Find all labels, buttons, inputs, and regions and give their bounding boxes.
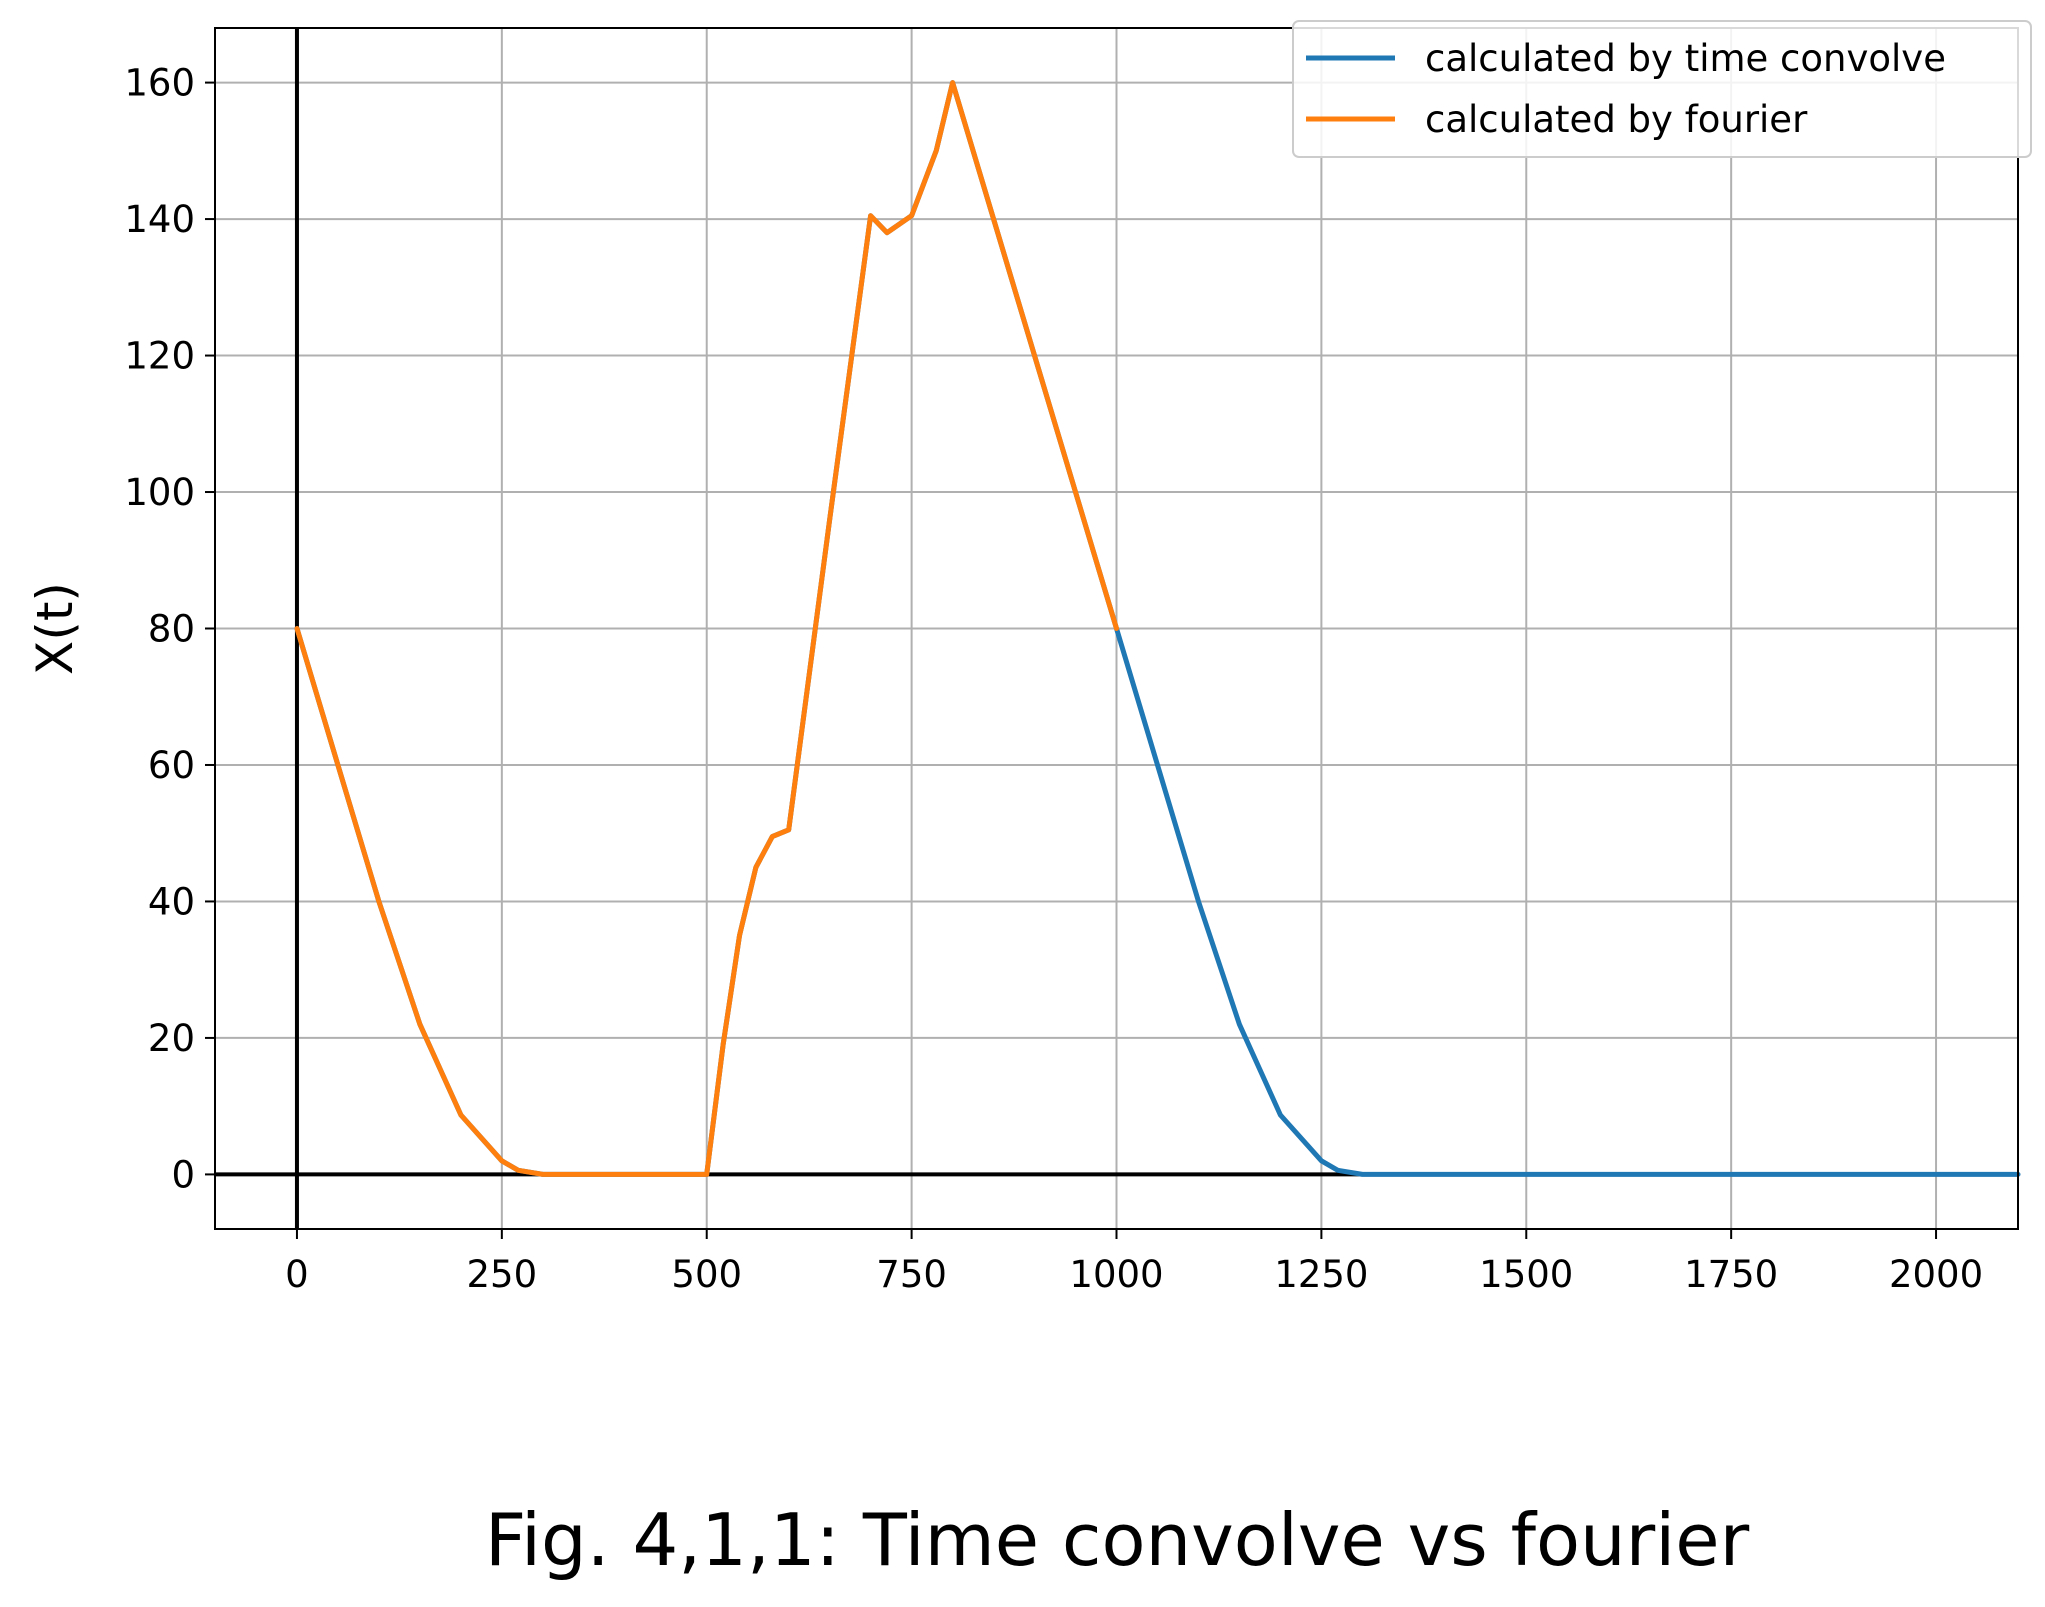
legend: calculated by time convolve calculated by…	[1292, 20, 2032, 158]
x-tick-label: 0	[285, 1253, 309, 1296]
y-tick-label: 40	[148, 880, 195, 923]
figure-caption: Fig. 4,1,1: Time convolve vs fourier	[485, 1498, 1750, 1582]
x-tick-label: 2000	[1889, 1253, 1983, 1296]
x-tick-label: 1250	[1274, 1253, 1368, 1296]
y-tick-label: 0	[171, 1153, 195, 1196]
y-axis-ticks: 0 20 40 60 80 100 120 140 160	[124, 62, 215, 1196]
legend-box	[1292, 20, 2032, 158]
legend-label-1: calculated by time convolve	[1425, 37, 1946, 80]
series-line-2	[294, 80, 1119, 1177]
y-tick-label: 80	[148, 608, 195, 651]
y-tick-label: 140	[124, 198, 195, 241]
x-axis-ticks: 0 250 500 750 1000 1250 1500 1750 2000	[285, 1229, 1983, 1296]
series-lines	[294, 80, 2021, 1177]
x-tick-label: 750	[876, 1253, 947, 1296]
x-tick-label: 1500	[1479, 1253, 1573, 1296]
y-tick-label: 160	[124, 62, 195, 105]
y-tick-label: 60	[148, 744, 195, 787]
y-tick-label: 100	[124, 471, 195, 514]
x-tick-label: 1750	[1684, 1253, 1778, 1296]
x-tick-label: 500	[671, 1253, 742, 1296]
y-tick-label: 20	[148, 1017, 195, 1060]
y-axis-label: X(t)	[26, 582, 84, 675]
x-tick-label: 1000	[1069, 1253, 1163, 1296]
y-tick-label: 120	[124, 335, 195, 378]
legend-label-2: calculated by fourier	[1425, 98, 1808, 141]
x-tick-label: 250	[467, 1253, 538, 1296]
